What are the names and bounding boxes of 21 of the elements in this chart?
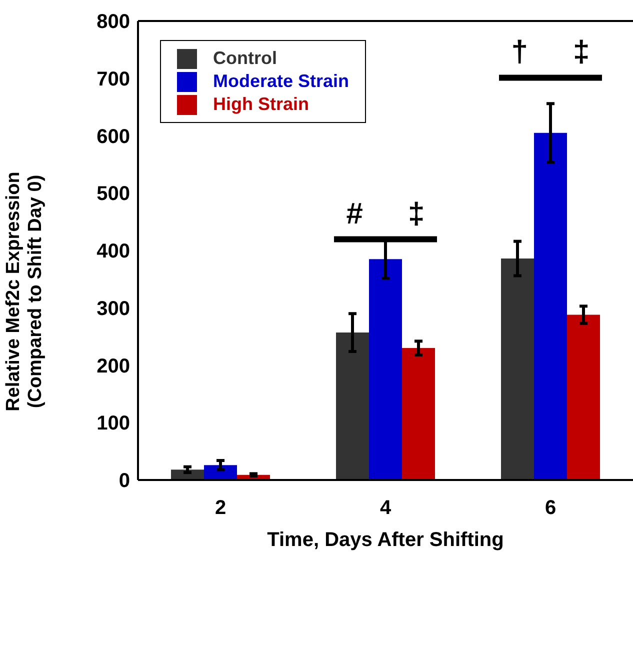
- annotation: †: [511, 36, 528, 69]
- y-tick-label: 600: [96, 126, 130, 148]
- y-tick-label: 700: [96, 68, 130, 90]
- y-axis-title: Relative Mef2c Expression (Compared to Shift Day 0): [3, 172, 46, 412]
- legend-label: Moderate Strain: [213, 70, 350, 93]
- y-tick-label: 500: [96, 183, 130, 206]
- x-tick-label: 6: [544, 497, 556, 520]
- annotation: ‡: [573, 36, 590, 69]
- y-tick-label: 800: [96, 11, 130, 34]
- annotation: ‡: [408, 197, 425, 230]
- y-tick-label: 300: [96, 298, 130, 320]
- x-tick-label: 4: [380, 497, 392, 520]
- y-tick-label: 0: [118, 470, 130, 492]
- annotation: #: [346, 197, 364, 230]
- y-tick-label: 400: [96, 240, 130, 263]
- x-tick-label: 2: [214, 497, 226, 520]
- legend-label: Control: [213, 47, 277, 70]
- y-tick-label: 100: [96, 412, 130, 435]
- x-axis-title: Time, Days After Shifting: [267, 529, 504, 551]
- legend-label: High Strain: [213, 93, 310, 116]
- y-tick-label: 200: [96, 355, 130, 378]
